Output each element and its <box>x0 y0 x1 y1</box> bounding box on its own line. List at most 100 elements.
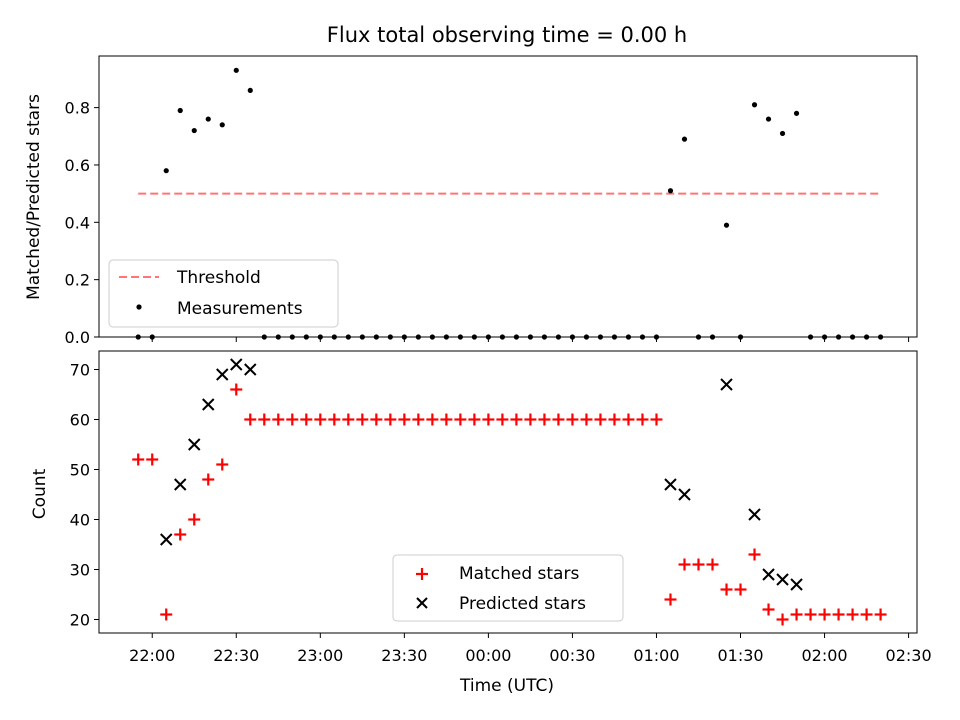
matched-point <box>426 413 439 426</box>
top-legend: Threshold Measurements <box>108 259 339 328</box>
predicted-point <box>664 478 677 491</box>
matched-point <box>412 413 425 426</box>
predicted-point <box>216 368 229 381</box>
matched-point <box>244 413 257 426</box>
top-legend-box <box>108 259 339 328</box>
bottom-x-tick-label: 01:00 <box>633 646 679 665</box>
matched-point <box>286 413 299 426</box>
matched-point <box>566 413 579 426</box>
matched-point <box>174 528 187 541</box>
bottom-x-tick-label: 00:30 <box>549 646 595 665</box>
matched-point <box>538 413 551 426</box>
predicted-point <box>678 488 691 501</box>
predicted-point <box>230 358 243 371</box>
matched-point <box>580 413 593 426</box>
measurement-point <box>779 130 786 137</box>
predicted-point <box>174 478 187 491</box>
predicted-point <box>790 578 803 591</box>
measurement-point <box>247 87 253 94</box>
top-axes-frame <box>98 55 918 338</box>
matched-point <box>356 413 369 426</box>
bottom-x-tick-label: 23:30 <box>381 646 427 665</box>
bottom-x-tick-label: 02:30 <box>886 646 932 665</box>
matched-legend-label: Matched stars <box>459 564 579 584</box>
top-y-tick-label: 0.0 <box>65 328 90 347</box>
predicted-point <box>762 568 775 581</box>
matched-point <box>734 583 747 596</box>
ratio-panel: Matched/Predicted stars 0.00.20.40.60.8 … <box>24 55 918 347</box>
matched-point <box>594 413 607 426</box>
matched-point <box>678 558 691 571</box>
threshold-legend-label: Threshold <box>176 268 261 288</box>
matched-point <box>552 413 565 426</box>
bottom-x-axis: 22:00 22:30 23:00 23:30 00:00 00:30 01:00 01:30… <box>129 633 932 665</box>
measurement-point <box>793 110 800 116</box>
predicted-point <box>244 363 257 376</box>
matched-point <box>860 608 873 621</box>
bottom-x-tick-label: 00:00 <box>465 646 511 665</box>
measurement-point <box>667 188 674 194</box>
matched-point <box>132 453 145 466</box>
predicted-point <box>720 378 733 391</box>
predicted-point <box>776 573 789 586</box>
bottom-y-tick-label: 60 <box>70 411 90 430</box>
figure-title: Flux total observing time = 0.00 h <box>327 23 687 47</box>
matched-point <box>440 413 453 426</box>
matched-point <box>874 608 887 621</box>
predicted-point <box>160 533 173 546</box>
measurement-point <box>191 127 197 134</box>
matched-point <box>398 413 411 426</box>
matched-point <box>762 603 775 616</box>
matched-point <box>650 413 663 426</box>
bottom-y-tick-label: 20 <box>70 611 90 630</box>
bottom-axes-frame <box>98 350 918 634</box>
measurement-point <box>723 222 730 228</box>
bottom-legend-box <box>392 554 624 622</box>
matched-point <box>230 383 243 396</box>
top-y-axis: 0.0 0.2 0.4 0.6 0.8 <box>65 99 99 347</box>
bottom-x-tick-label: 22:30 <box>213 646 259 665</box>
measurement-point <box>219 122 225 128</box>
matched-point <box>608 413 621 426</box>
matched-point <box>258 413 271 426</box>
bottom-y-tick-label: 70 <box>70 361 90 380</box>
predicted-point <box>202 398 215 411</box>
matched-point <box>706 558 719 571</box>
measurement-point <box>205 116 211 122</box>
bottom-x-tick-label: 02:00 <box>802 646 848 665</box>
matched-point <box>804 608 817 621</box>
matched-point <box>692 558 705 571</box>
matched-point <box>482 413 495 426</box>
matched-point <box>160 608 173 621</box>
top-y-tick-label: 0.6 <box>65 156 90 175</box>
matched-point <box>720 583 733 596</box>
matched-point <box>636 413 649 426</box>
matched-point <box>384 413 397 426</box>
measurement-point <box>177 107 183 114</box>
matched-point <box>216 458 229 471</box>
matched-point <box>664 593 677 606</box>
matched-point <box>748 548 761 561</box>
top-y-tick-label: 0.2 <box>65 271 90 290</box>
bottom-y-tick-label: 30 <box>70 561 90 580</box>
predicted-legend-marker <box>416 597 428 609</box>
matched-point <box>314 413 327 426</box>
matched-legend-marker <box>416 568 428 580</box>
count-panel: Count Time (UTC) 20 30 40 50 60 70 22:00 22:30… <box>30 350 932 696</box>
matched-point <box>342 413 355 426</box>
matched-point <box>524 413 537 426</box>
measurement-point <box>751 102 758 108</box>
matched-point <box>832 608 845 621</box>
bottom-x-tick-label: 22:00 <box>129 646 175 665</box>
top-y-tick-label: 0.4 <box>65 213 90 232</box>
measurement-point <box>233 67 239 73</box>
top-y-tick-label: 0.8 <box>65 99 90 118</box>
bottom-legend: Matched stars Predicted stars <box>392 554 624 622</box>
matched-point <box>300 413 313 426</box>
bottom-x-tick-label: 23:00 <box>297 646 343 665</box>
bottom-ylabel: Count <box>30 468 50 519</box>
measurement-point <box>765 116 772 122</box>
matched-point <box>622 413 635 426</box>
predicted-point <box>748 508 761 521</box>
